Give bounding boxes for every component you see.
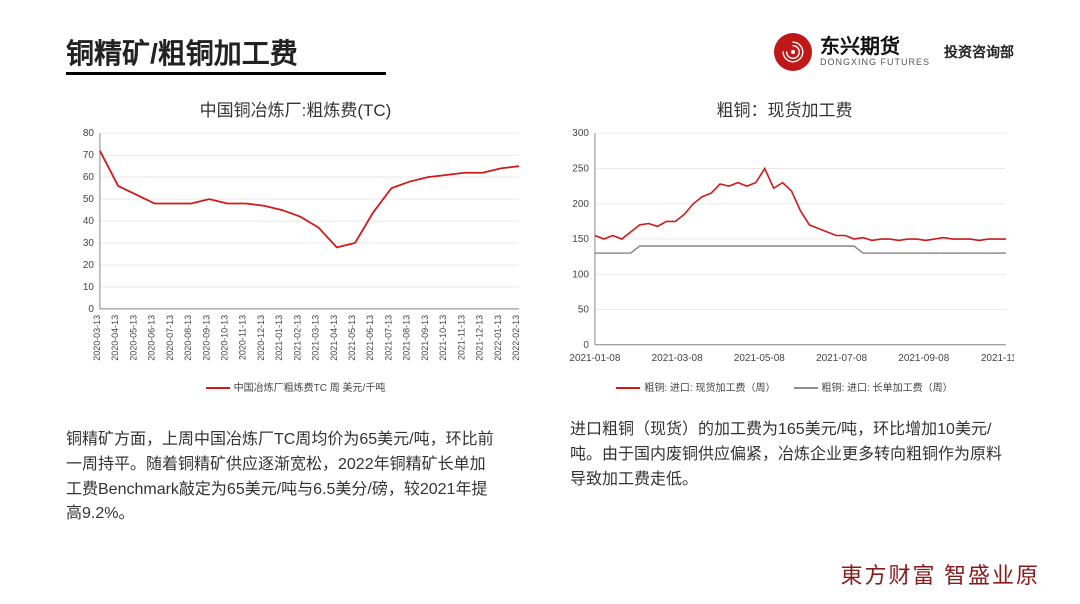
logo-mark-icon bbox=[774, 33, 812, 71]
svg-text:2020-05-13: 2020-05-13 bbox=[128, 315, 138, 361]
svg-text:2021-01-13: 2021-01-13 bbox=[274, 315, 284, 361]
svg-text:40: 40 bbox=[83, 216, 95, 227]
legend-label: 中国冶炼厂粗炼费TC 周 美元/千吨 bbox=[234, 383, 386, 394]
svg-text:10: 10 bbox=[83, 282, 95, 293]
svg-text:20: 20 bbox=[83, 260, 95, 271]
charts-row: 中国铜冶炼厂:粗炼费(TC) 0 10 20 30 40 50 60 70 80 2020-03-… bbox=[66, 96, 1014, 394]
svg-text:2020-09-13: 2020-09-13 bbox=[201, 315, 211, 361]
svg-text:300: 300 bbox=[572, 128, 589, 139]
legend-item: 中国冶炼厂粗炼费TC 周 美元/千吨 bbox=[206, 379, 386, 394]
legend-item: 粗铜: 进口: 现货加工费（周） bbox=[616, 379, 775, 394]
legend-label: 粗铜: 进口: 现货加工费（周） bbox=[644, 383, 775, 394]
chart-left-title: 中国铜冶炼厂:粗炼费(TC) bbox=[200, 96, 392, 121]
logo-en: DONGXING FUTURES bbox=[820, 58, 930, 68]
legend-label: 粗铜: 进口: 长单加工费（周） bbox=[822, 383, 953, 394]
svg-text:150: 150 bbox=[572, 234, 589, 245]
chart-left-legend: 中国冶炼厂粗炼费TC 周 美元/千吨 bbox=[206, 379, 386, 394]
svg-text:0: 0 bbox=[88, 304, 94, 315]
svg-text:30: 30 bbox=[83, 238, 95, 249]
svg-text:50: 50 bbox=[578, 305, 590, 316]
header: 铜精矿/粗铜加工费 东兴期货 DONGXING FUTURES 投资咨询部 bbox=[66, 28, 1014, 76]
svg-text:2021-09-13: 2021-09-13 bbox=[420, 315, 430, 361]
chart-left-svg: 0 10 20 30 40 50 60 70 80 2020-03-13 2020-04-13 202… bbox=[66, 127, 525, 377]
page-title: 铜精矿/粗铜加工费 bbox=[66, 32, 298, 72]
svg-text:2022-01-13: 2022-01-13 bbox=[493, 315, 503, 361]
svg-text:2021-11-13: 2021-11-13 bbox=[456, 315, 466, 360]
svg-text:2020-10-13: 2020-10-13 bbox=[219, 315, 229, 361]
logo-block: 东兴期货 DONGXING FUTURES 投资咨询部 bbox=[774, 33, 1014, 71]
svg-text:2021-09-08: 2021-09-08 bbox=[898, 353, 949, 364]
svg-text:200: 200 bbox=[572, 199, 589, 210]
chart-left-col: 中国铜冶炼厂:粗炼费(TC) 0 10 20 30 40 50 60 70 80 2020-03-… bbox=[66, 96, 525, 394]
svg-text:2021-03-13: 2021-03-13 bbox=[311, 315, 321, 361]
svg-text:2020-07-13: 2020-07-13 bbox=[165, 315, 175, 361]
svg-text:2021-12-13: 2021-12-13 bbox=[475, 315, 485, 361]
svg-text:2020-12-13: 2020-12-13 bbox=[256, 315, 266, 361]
svg-text:60: 60 bbox=[83, 172, 95, 183]
svg-text:2021-03-08: 2021-03-08 bbox=[652, 353, 703, 364]
chart-right-svg: 0 50 100 150 200 250 300 2021-01-08 2021-03-08 20… bbox=[555, 127, 1014, 377]
svg-text:2021-07-13: 2021-07-13 bbox=[383, 315, 393, 361]
chart-right-col: 粗铜：现货加工费 0 50 100 150 200 250 300 2021-01-08 202… bbox=[555, 96, 1014, 394]
logo-dept: 投资咨询部 bbox=[944, 42, 1014, 62]
svg-text:2021-07-08: 2021-07-08 bbox=[816, 353, 867, 364]
svg-text:2020-03-13: 2020-03-13 bbox=[92, 315, 102, 361]
svg-text:2020-04-13: 2020-04-13 bbox=[110, 315, 120, 361]
svg-text:70: 70 bbox=[83, 150, 95, 161]
svg-text:2021-10-13: 2021-10-13 bbox=[438, 315, 448, 361]
footer-calligraphy: 東方财富 智盛业原 bbox=[840, 558, 1040, 590]
svg-text:250: 250 bbox=[572, 164, 589, 175]
svg-text:2021-06-13: 2021-06-13 bbox=[365, 315, 375, 361]
svg-text:2021-05-13: 2021-05-13 bbox=[347, 315, 357, 361]
legend-item: 粗铜: 进口: 长单加工费（周） bbox=[794, 379, 953, 394]
svg-text:2021-02-13: 2021-02-13 bbox=[292, 315, 302, 361]
svg-text:0: 0 bbox=[583, 340, 589, 351]
svg-text:2021-11-08: 2021-11-08 bbox=[981, 353, 1014, 364]
svg-text:50: 50 bbox=[83, 194, 95, 205]
title-underline bbox=[66, 72, 386, 75]
chart-right-legend: 粗铜: 进口: 现货加工费（周） 粗铜: 进口: 长单加工费（周） bbox=[616, 379, 952, 394]
svg-text:2021-05-08: 2021-05-08 bbox=[734, 353, 785, 364]
chart-right-title: 粗铜：现货加工费 bbox=[717, 96, 853, 121]
svg-text:2021-08-13: 2021-08-13 bbox=[402, 315, 412, 361]
svg-text:2022-02-13: 2022-02-13 bbox=[511, 315, 521, 361]
svg-text:2021-01-08: 2021-01-08 bbox=[569, 353, 620, 364]
desc-right: 进口粗铜（现货）的加工费为165美元/吨，环比增加10美元/吨。由于国内废铜供应… bbox=[570, 418, 1010, 492]
svg-text:2020-11-13: 2020-11-13 bbox=[238, 315, 248, 360]
svg-text:2020-08-13: 2020-08-13 bbox=[183, 315, 193, 361]
svg-text:80: 80 bbox=[83, 128, 95, 139]
svg-text:2021-04-13: 2021-04-13 bbox=[329, 315, 339, 361]
desc-left: 铜精矿方面，上周中国冶炼厂TC周均价为65美元/吨，环比前一周持平。随着铜精矿供… bbox=[66, 428, 496, 527]
logo-text: 东兴期货 DONGXING FUTURES bbox=[820, 36, 930, 68]
svg-text:2020-06-13: 2020-06-13 bbox=[147, 315, 157, 361]
svg-text:100: 100 bbox=[572, 269, 589, 280]
logo-cn: 东兴期货 bbox=[820, 36, 930, 58]
